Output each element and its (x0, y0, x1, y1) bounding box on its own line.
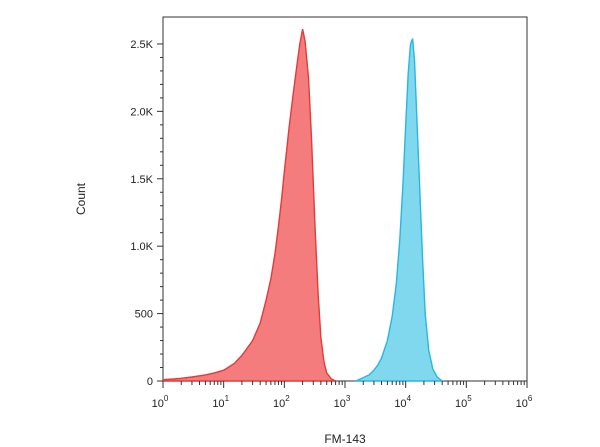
x-axis: 100 101 102 103 104 105 106 (152, 381, 533, 410)
x-axis-title: FM-143 (324, 432, 366, 446)
y-tick-label: 1.0K (130, 241, 153, 253)
x-tick-label: 102 (273, 394, 290, 410)
x-tick-label: 105 (455, 394, 472, 410)
plot-frame (162, 16, 528, 382)
y-tick-label: 1.5K (130, 174, 153, 186)
x-tick-label: 101 (212, 394, 229, 410)
y-tick-label: 500 (135, 309, 153, 321)
x-tick-label: 103 (334, 394, 351, 410)
x-tick-label: 106 (516, 394, 533, 410)
y-tick-label: 2.5K (130, 39, 153, 51)
series-layer (162, 28, 445, 382)
x-tick-label: 104 (394, 394, 411, 410)
series-1-area (162, 28, 336, 382)
series-2-area (355, 38, 445, 382)
x-tick-label: 100 (152, 394, 169, 410)
y-tick-label: 0 (147, 376, 153, 388)
y-axis: 0 500 1.0K 1.5K 2.0K 2.5K (130, 39, 163, 388)
y-axis-title: Count (74, 182, 88, 215)
y-tick-label: 2.0K (130, 106, 153, 118)
